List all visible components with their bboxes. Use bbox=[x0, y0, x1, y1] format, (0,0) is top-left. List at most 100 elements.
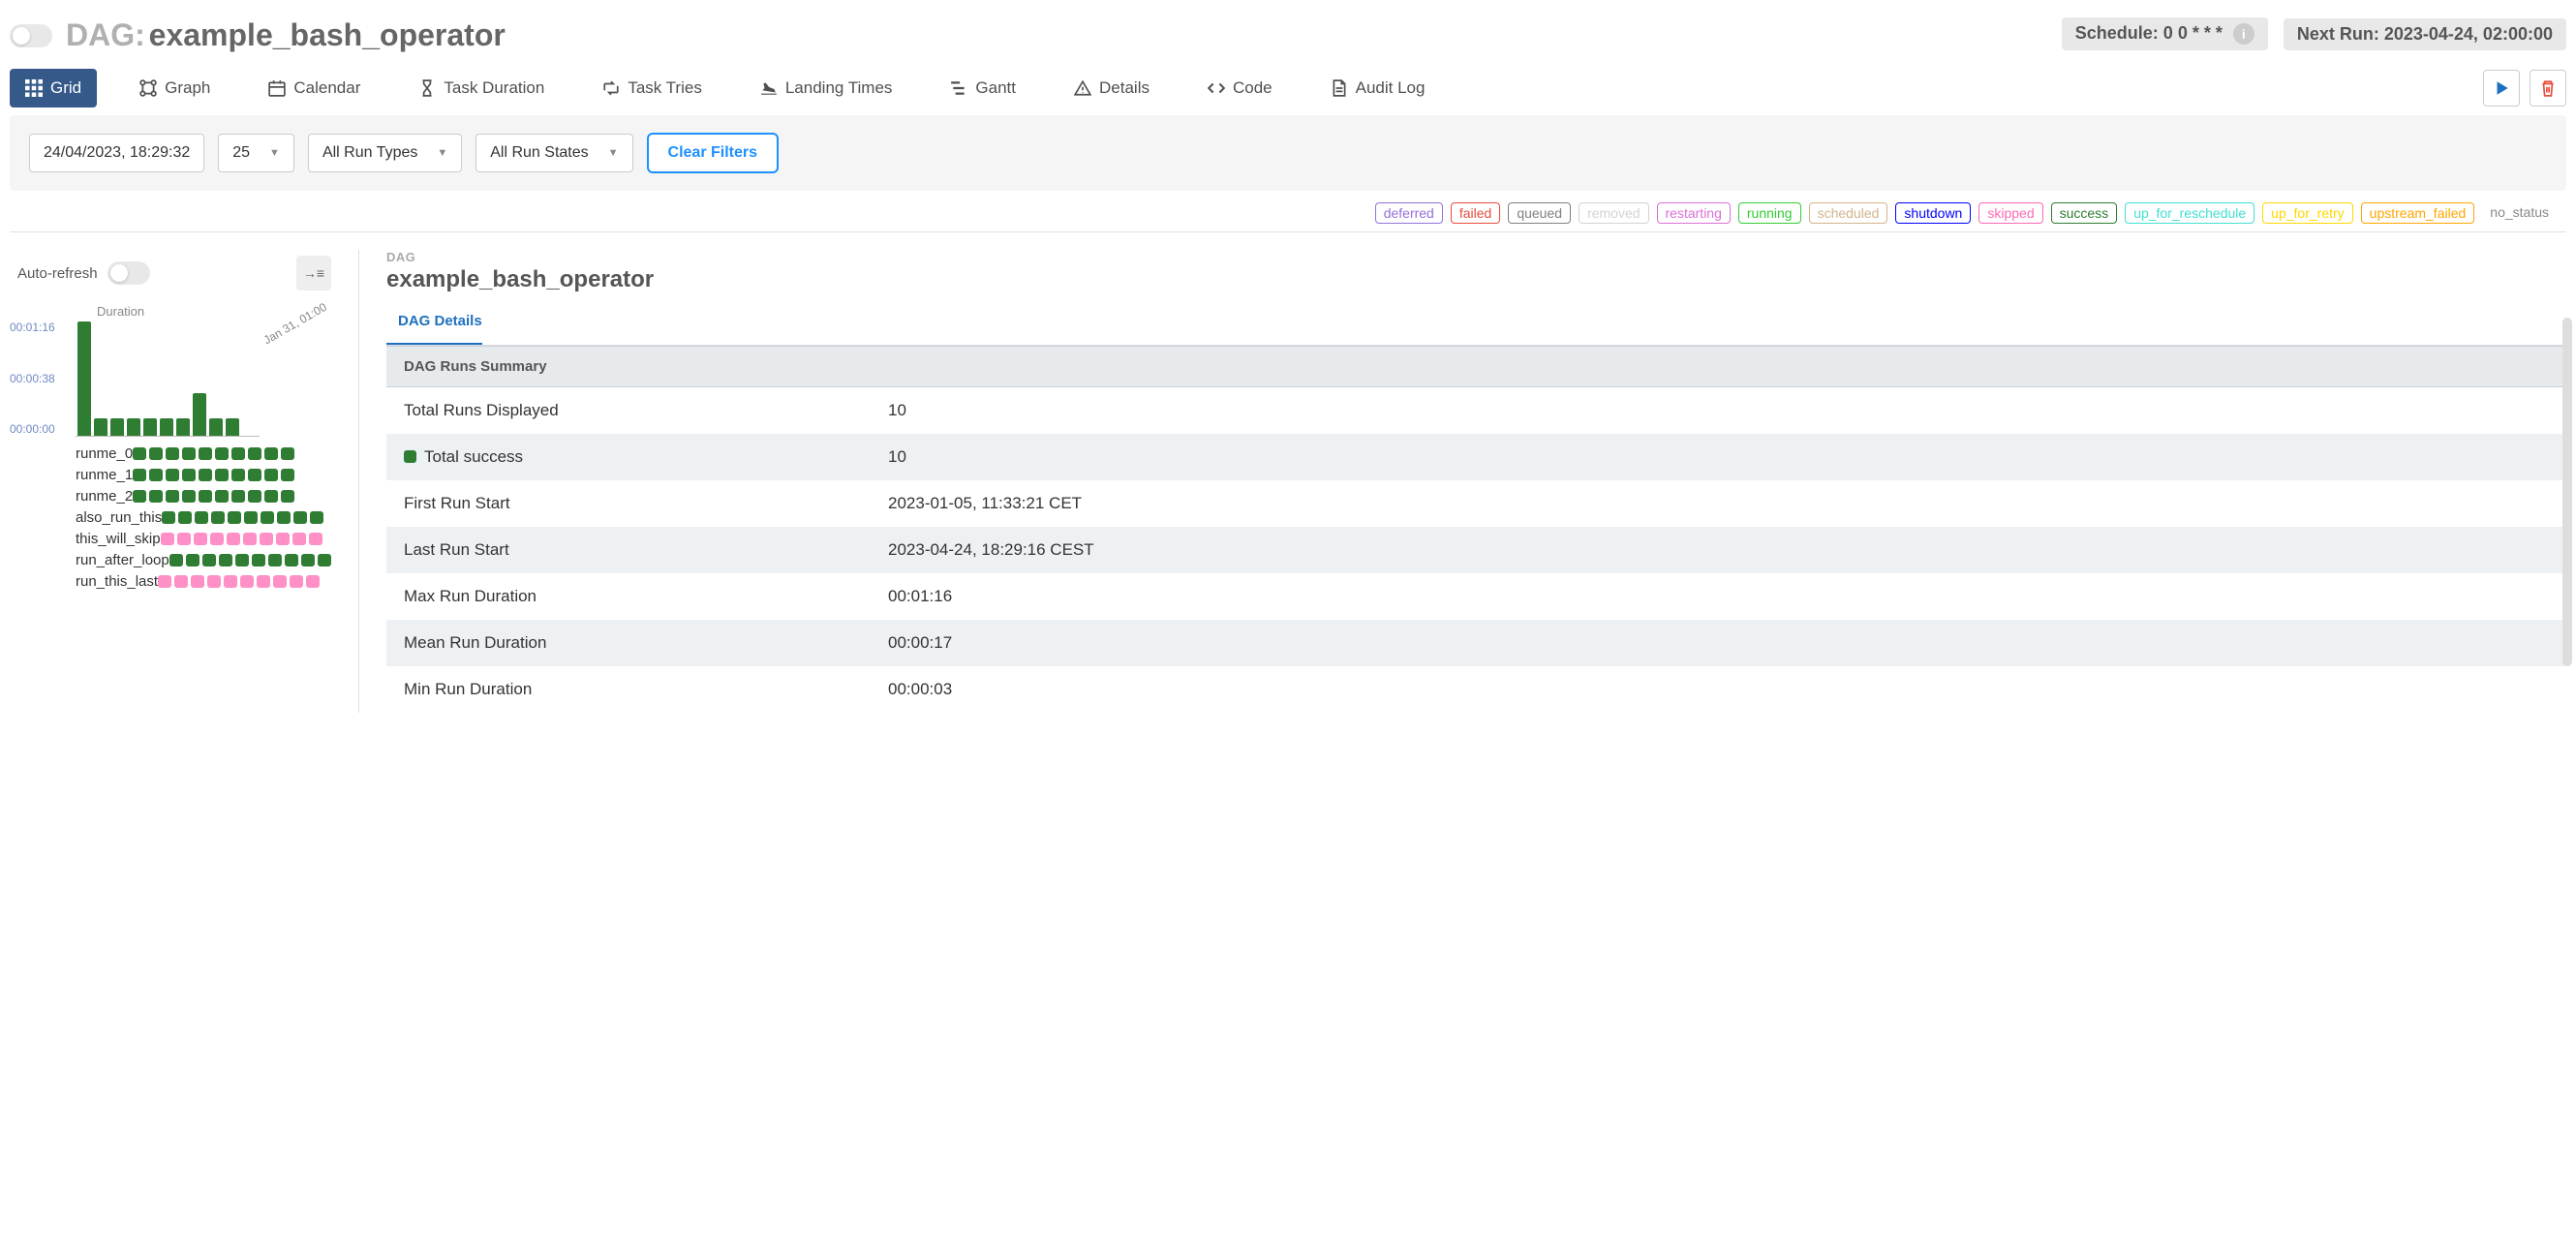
task-instance-cell[interactable] bbox=[231, 490, 245, 503]
delete-button[interactable] bbox=[2530, 70, 2566, 107]
legend-scheduled[interactable]: scheduled bbox=[1809, 202, 1888, 224]
task-instance-cell[interactable] bbox=[281, 447, 294, 460]
task-instance-cell[interactable] bbox=[231, 469, 245, 481]
legend-skipped[interactable]: skipped bbox=[1978, 202, 2042, 224]
task-instance-cell[interactable] bbox=[276, 533, 290, 545]
legend-shutdown[interactable]: shutdown bbox=[1895, 202, 1971, 224]
duration-bar[interactable] bbox=[193, 393, 206, 436]
tab-calendar[interactable]: Calendar bbox=[253, 69, 376, 107]
legend-upstream_failed[interactable]: upstream_failed bbox=[2361, 202, 2475, 224]
task-instance-cell[interactable] bbox=[182, 447, 196, 460]
task-instance-cell[interactable] bbox=[215, 447, 229, 460]
tab-gantt[interactable]: Gantt bbox=[935, 69, 1031, 107]
legend-no-status[interactable]: no_status bbox=[2482, 202, 2557, 224]
task-instance-cell[interactable] bbox=[264, 490, 278, 503]
tab-dag-details[interactable]: DAG Details bbox=[386, 293, 482, 345]
tab-task-tries[interactable]: Task Tries bbox=[587, 69, 718, 107]
duration-bar[interactable] bbox=[176, 418, 190, 436]
task-instance-cell[interactable] bbox=[149, 447, 163, 460]
task-instance-cell[interactable] bbox=[199, 490, 212, 503]
task-instance-cell[interactable] bbox=[318, 554, 331, 566]
task-name[interactable]: run_after_loop bbox=[76, 552, 169, 568]
task-instance-cell[interactable] bbox=[252, 554, 265, 566]
duration-bar[interactable] bbox=[94, 418, 107, 436]
info-icon[interactable]: i bbox=[2233, 23, 2254, 45]
task-instance-cell[interactable] bbox=[174, 575, 188, 588]
tab-task-duration[interactable]: Task Duration bbox=[403, 69, 560, 107]
task-instance-cell[interactable] bbox=[161, 533, 174, 545]
task-instance-cell[interactable] bbox=[285, 554, 298, 566]
duration-bar[interactable] bbox=[127, 418, 140, 436]
legend-deferred[interactable]: deferred bbox=[1375, 202, 1443, 224]
task-instance-cell[interactable] bbox=[240, 575, 254, 588]
scrollbar[interactable] bbox=[2562, 318, 2572, 666]
task-instance-cell[interactable] bbox=[268, 554, 282, 566]
task-name[interactable]: run_this_last bbox=[76, 573, 158, 590]
play-button[interactable] bbox=[2483, 70, 2520, 107]
task-instance-cell[interactable] bbox=[301, 554, 315, 566]
task-name[interactable]: this_will_skip bbox=[76, 531, 161, 547]
task-instance-cell[interactable] bbox=[149, 469, 163, 481]
date-picker[interactable]: 24/04/2023, 18:29:32 bbox=[29, 134, 204, 172]
task-instance-cell[interactable] bbox=[194, 533, 207, 545]
task-instance-cell[interactable] bbox=[178, 511, 192, 524]
duration-bar[interactable] bbox=[160, 418, 173, 436]
legend-restarting[interactable]: restarting bbox=[1657, 202, 1731, 224]
task-instance-cell[interactable] bbox=[199, 447, 212, 460]
collapse-button[interactable]: →≡ bbox=[296, 256, 331, 291]
task-instance-cell[interactable] bbox=[133, 490, 146, 503]
task-instance-cell[interactable] bbox=[224, 575, 237, 588]
duration-bar[interactable] bbox=[226, 418, 239, 436]
clear-filters-button[interactable]: Clear Filters bbox=[647, 133, 779, 173]
task-instance-cell[interactable] bbox=[248, 447, 261, 460]
task-instance-cell[interactable] bbox=[273, 575, 287, 588]
task-instance-cell[interactable] bbox=[231, 447, 245, 460]
task-instance-cell[interactable] bbox=[177, 533, 191, 545]
task-name[interactable]: runme_0 bbox=[76, 445, 133, 462]
legend-queued[interactable]: queued bbox=[1508, 202, 1571, 224]
task-instance-cell[interactable] bbox=[162, 511, 175, 524]
task-instance-cell[interactable] bbox=[133, 447, 146, 460]
task-instance-cell[interactable] bbox=[244, 511, 258, 524]
task-instance-cell[interactable] bbox=[261, 511, 274, 524]
task-instance-cell[interactable] bbox=[228, 511, 241, 524]
task-instance-cell[interactable] bbox=[215, 490, 229, 503]
task-instance-cell[interactable] bbox=[199, 469, 212, 481]
task-instance-cell[interactable] bbox=[182, 490, 196, 503]
task-instance-cell[interactable] bbox=[277, 511, 291, 524]
task-instance-cell[interactable] bbox=[290, 575, 303, 588]
task-instance-cell[interactable] bbox=[310, 511, 323, 524]
legend-running[interactable]: running bbox=[1738, 202, 1801, 224]
task-instance-cell[interactable] bbox=[248, 469, 261, 481]
task-instance-cell[interactable] bbox=[264, 469, 278, 481]
task-instance-cell[interactable] bbox=[211, 511, 225, 524]
task-name[interactable]: runme_2 bbox=[76, 488, 133, 505]
tab-graph[interactable]: Graph bbox=[124, 69, 226, 107]
task-instance-cell[interactable] bbox=[243, 533, 257, 545]
duration-bar[interactable] bbox=[110, 418, 124, 436]
task-instance-cell[interactable] bbox=[264, 447, 278, 460]
task-instance-cell[interactable] bbox=[166, 490, 179, 503]
task-instance-cell[interactable] bbox=[227, 533, 240, 545]
task-instance-cell[interactable] bbox=[133, 469, 146, 481]
task-instance-cell[interactable] bbox=[186, 554, 199, 566]
task-instance-cell[interactable] bbox=[257, 575, 270, 588]
task-name[interactable]: also_run_this bbox=[76, 509, 162, 526]
task-instance-cell[interactable] bbox=[309, 533, 322, 545]
legend-up_for_retry[interactable]: up_for_retry bbox=[2262, 202, 2352, 224]
task-instance-cell[interactable] bbox=[306, 575, 320, 588]
duration-bar[interactable] bbox=[143, 418, 157, 436]
legend-failed[interactable]: failed bbox=[1451, 202, 1500, 224]
task-instance-cell[interactable] bbox=[281, 490, 294, 503]
task-instance-cell[interactable] bbox=[215, 469, 229, 481]
run-types-select[interactable]: All Run Types▼ bbox=[308, 134, 462, 172]
task-instance-cell[interactable] bbox=[166, 447, 179, 460]
tab-grid[interactable]: Grid bbox=[10, 69, 97, 107]
legend-success[interactable]: success bbox=[2051, 202, 2118, 224]
task-instance-cell[interactable] bbox=[219, 554, 232, 566]
task-instance-cell[interactable] bbox=[207, 575, 221, 588]
count-select[interactable]: 25▼ bbox=[218, 134, 294, 172]
tab-details[interactable]: Details bbox=[1058, 69, 1165, 107]
duration-bar[interactable] bbox=[77, 321, 91, 436]
auto-refresh-toggle[interactable] bbox=[107, 261, 150, 285]
